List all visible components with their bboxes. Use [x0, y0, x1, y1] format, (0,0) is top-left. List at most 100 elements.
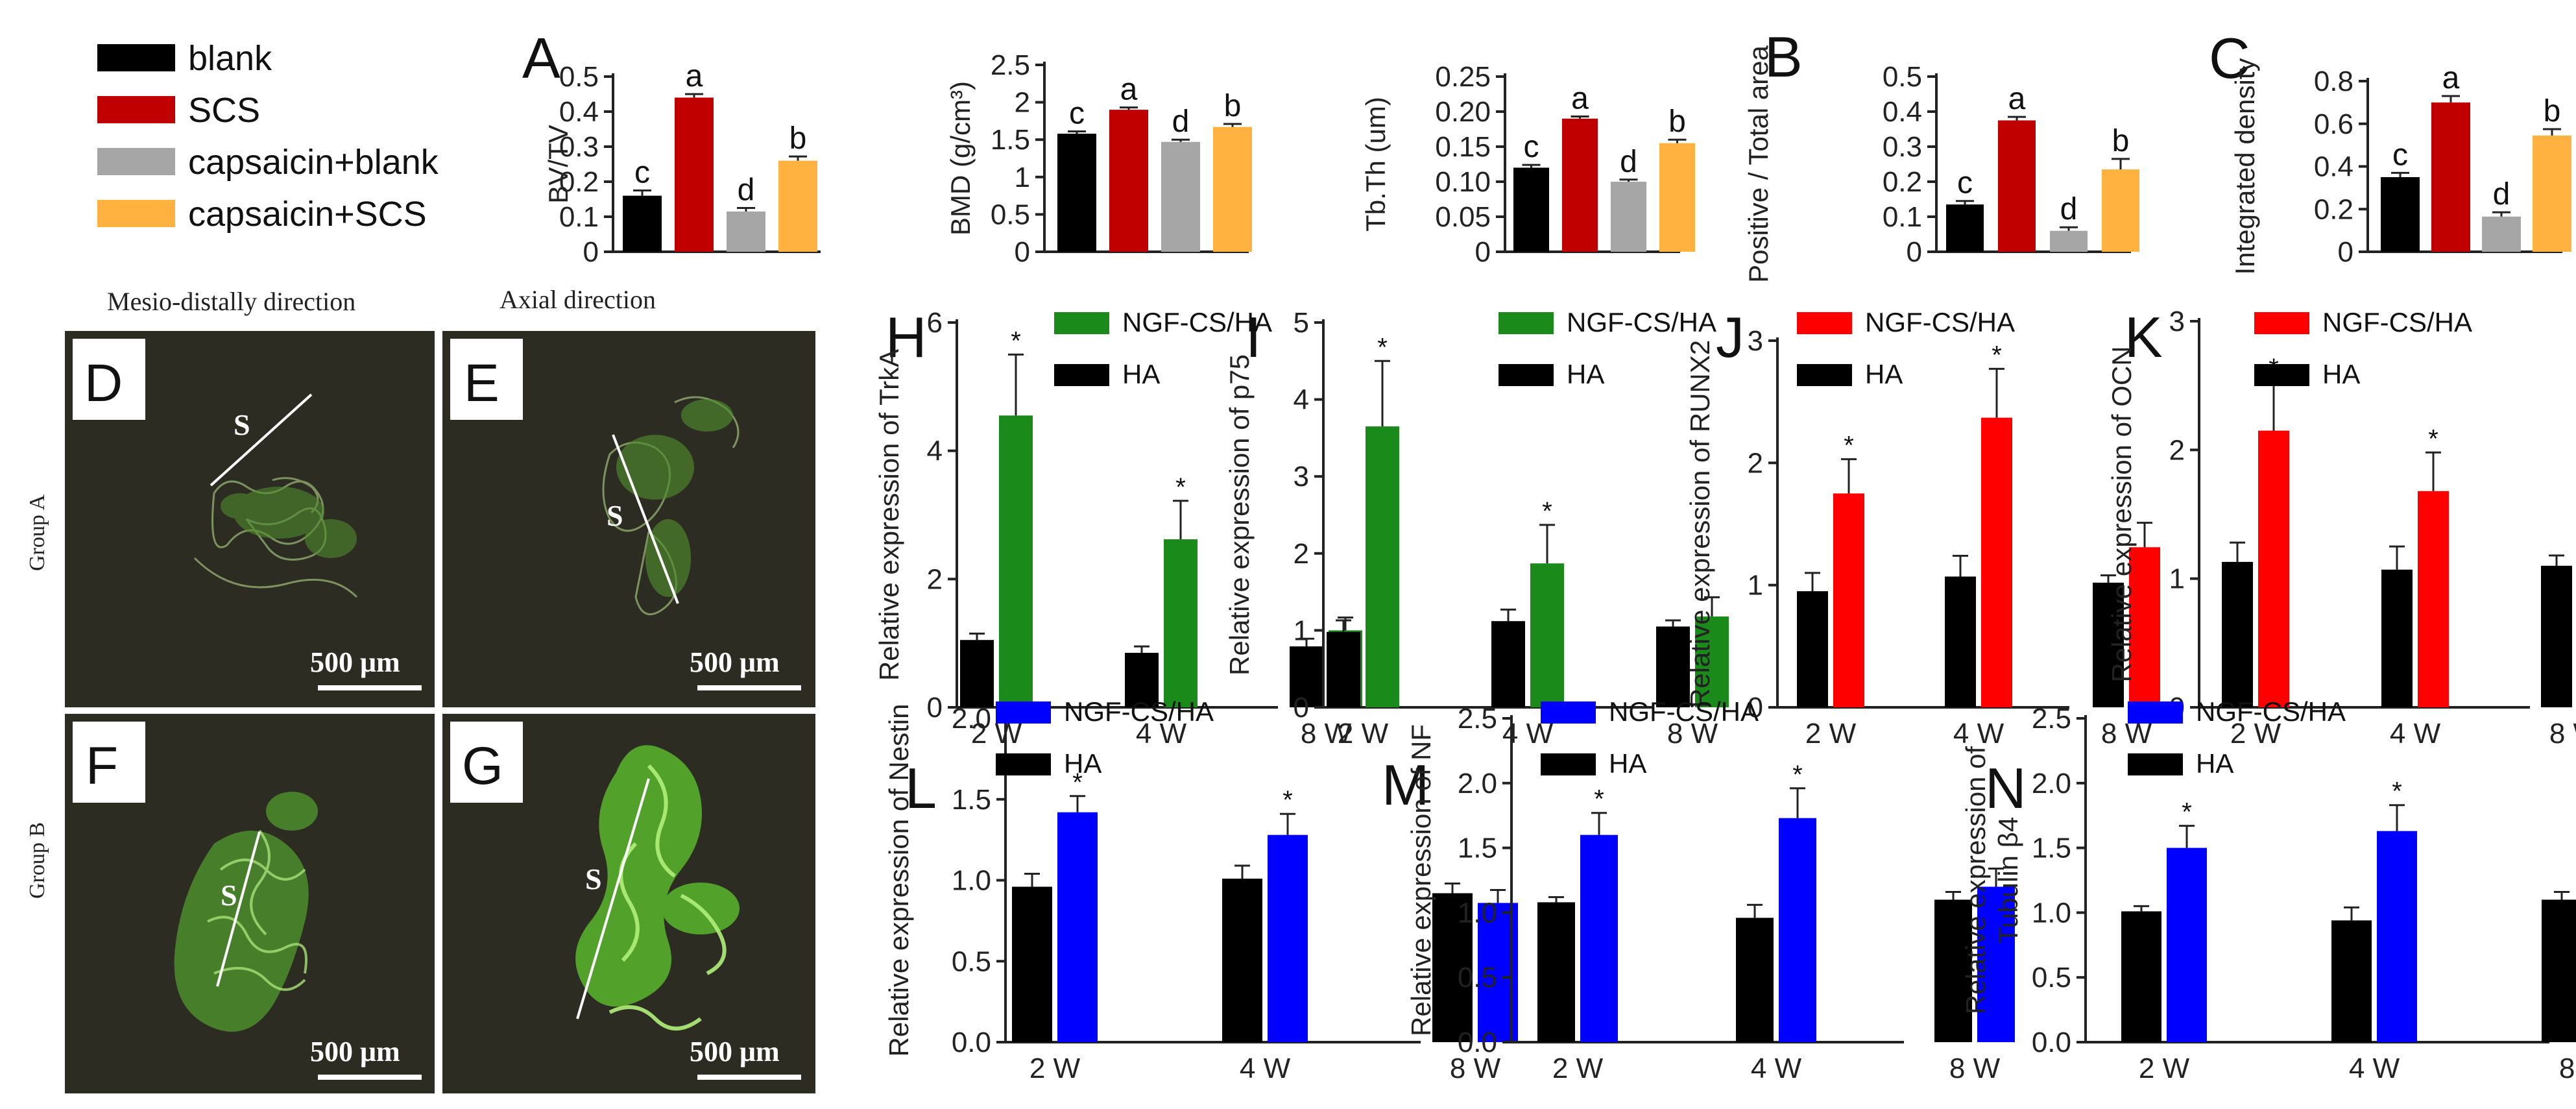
micrograph-d: D S 500 μm: [65, 331, 435, 707]
y-tick-label: 1.0: [2032, 897, 2071, 929]
y-tick-label: 0.0: [2032, 1027, 2071, 1058]
x-tick-label: 8 W: [2559, 1053, 2576, 1084]
legend-label-capsaicin-blank: capsaicin+blank: [188, 143, 439, 182]
y-tick-label: 2: [1748, 447, 1763, 479]
y-tick-label: 2: [1294, 538, 1309, 570]
panel-letter-g-box: [450, 722, 523, 803]
significance-letter: d: [738, 173, 755, 208]
chart-b: B 00.10.20.30.40.5 Positive / Total area c a…: [1743, 25, 2139, 283]
bar-ha-2w: [1797, 591, 1828, 707]
y-tick-label: 2: [2169, 434, 2185, 466]
y-axis-label: BV/TV: [543, 125, 573, 203]
bar-capsaicin-SCS: [1213, 127, 1252, 252]
s-line-d: [210, 393, 313, 487]
legend-swatch-blank: [97, 44, 175, 71]
bar-ngf-cs-ha-4w: [2377, 831, 2417, 1042]
bar-ha-2w: [2121, 911, 2161, 1042]
y-tick-label: 0.5: [2032, 962, 2071, 993]
significance-star: *: [1792, 761, 1803, 789]
y-tick-label: 2.5: [2032, 703, 2071, 735]
y-axis-label: Relative expression of TrkA: [874, 349, 904, 681]
y-tick-label: 0: [1015, 236, 1030, 268]
y-tick-label: 6: [927, 307, 943, 339]
legend-label-ngf-cs-ha: NGF-CS/HA: [1865, 307, 2015, 337]
y-tick-label: 4: [1294, 384, 1309, 416]
bar-ha-4w: [1945, 576, 1976, 707]
y-tick-label: 3: [1748, 325, 1763, 357]
legend-label-ngf-cs-ha: NGF-CS/HA: [2196, 696, 2346, 727]
chart-legend: NGF-CS/HA HA: [2128, 696, 2346, 779]
legend-swatch-ngf-cs-ha: [1054, 312, 1109, 334]
micrograph-e-stain: [616, 399, 733, 597]
y-tick-label: 4: [927, 435, 943, 467]
significance-star: *: [2428, 424, 2438, 453]
x-tick-label: 8 W: [1949, 1053, 2001, 1084]
bar-ha-2w: [2222, 561, 2253, 707]
significance-letter: b: [2544, 94, 2561, 128]
significance-star: *: [1844, 432, 1854, 460]
bar-capsaicin-SCS: [2533, 135, 2571, 252]
x-tick-label: 4 W: [1136, 718, 1187, 749]
legend-label-ha: HA: [1609, 748, 1646, 779]
x-tick-label: 2 W: [1552, 1053, 1604, 1084]
chart-legend: NGF-CS/HA HA: [1499, 307, 1716, 389]
legend-label-ha: HA: [1064, 748, 1101, 779]
chart-legend: NGF-CS/HA HA: [996, 696, 1214, 779]
y-axis-label: Relative expression of Nestin: [884, 704, 914, 1057]
y-tick-label: 5: [1294, 307, 1309, 339]
bar-ha-4w: [1491, 621, 1525, 707]
y-tick-label: 2.0: [2032, 768, 2071, 799]
s-line-f: [216, 831, 261, 987]
bar-ngf-cs-ha-8w: [2129, 547, 2160, 707]
panel-letter-f: F: [86, 737, 118, 796]
y-tick-label: 0.6: [2314, 108, 2353, 140]
significance-letter: c: [1957, 166, 1973, 201]
y-tick-label: 0.3: [559, 131, 599, 163]
y-tick-label: 1: [2169, 563, 2185, 595]
bar-capsaicin-SCS: [1659, 143, 1695, 252]
y-tick-label: 0: [1294, 692, 1309, 724]
legend-label-ngf-cs-ha: NGF-CS/HA: [1609, 696, 1759, 727]
chart-m: M 0.0 0.5 1.0 1.5 2.0 2.5 Relative expression o…: [1382, 696, 2015, 1084]
y-tick-label: 0.25: [1435, 61, 1491, 93]
group-b-label: Group B: [25, 822, 49, 899]
bar-SCS: [1562, 118, 1598, 252]
chart-j: J 0 1 2 3 Relative expression of RUNX2 * 2 W * 4 …: [1685, 305, 2160, 749]
bar-ngf-cs-ha-2w: [1580, 835, 1618, 1042]
panel-letter-g: G: [462, 737, 503, 796]
y-tick-label: 2.5: [1458, 703, 1497, 735]
micrograph-g: G S 500 μm: [442, 714, 815, 1093]
panel-letter-h: H: [885, 305, 927, 369]
y-tick-label: 1: [1294, 615, 1309, 646]
legend-swatch-scs: [97, 96, 175, 123]
legend-swatch-ha: [1499, 364, 1554, 386]
bar-ha-2w: [1327, 631, 1360, 707]
legend-swatch-ngf-cs-ha: [1499, 312, 1554, 334]
panel-letter-n: N: [1985, 756, 2027, 820]
panel-letter-a: A: [522, 26, 560, 90]
scale-label-g: 500 μm: [690, 1036, 780, 1067]
y-axis-label: Positive / Total area: [1743, 45, 1774, 282]
bar-ha-4w: [2381, 569, 2413, 707]
bar-capsaicin-SCS: [778, 160, 817, 252]
significance-letter: a: [2008, 82, 2026, 116]
bar-ngf-cs-ha-8w: [1977, 886, 2015, 1042]
legend-swatch-capsaicin-scs: [97, 200, 175, 227]
s-line-e: [612, 434, 679, 604]
x-tick-label: 2 W: [1029, 1053, 1081, 1084]
charts-layer: A00.10.20.30.40.5BV/TV cadb00.511.522.5BM…: [522, 25, 2576, 1084]
significance-letter: d: [2493, 177, 2510, 212]
significance-star: *: [1282, 786, 1293, 814]
legend-swatch-ngf-cs-ha: [2254, 312, 2309, 334]
y-tick-label: 0.3: [1883, 131, 1922, 163]
significance-letter: d: [2060, 192, 2078, 226]
significance-star: *: [1011, 326, 1021, 355]
x-tick-label: 8 W: [1301, 718, 1352, 749]
panel-letter-b: B: [1764, 25, 1803, 89]
legend-swatch-ha: [2254, 364, 2309, 386]
micrograph-e: E S 500 μm: [442, 331, 815, 707]
bar-ha-8w: [1432, 893, 1473, 1042]
y-tick-label: 0: [1907, 236, 1922, 268]
bar-ha-8w: [1290, 646, 1323, 707]
